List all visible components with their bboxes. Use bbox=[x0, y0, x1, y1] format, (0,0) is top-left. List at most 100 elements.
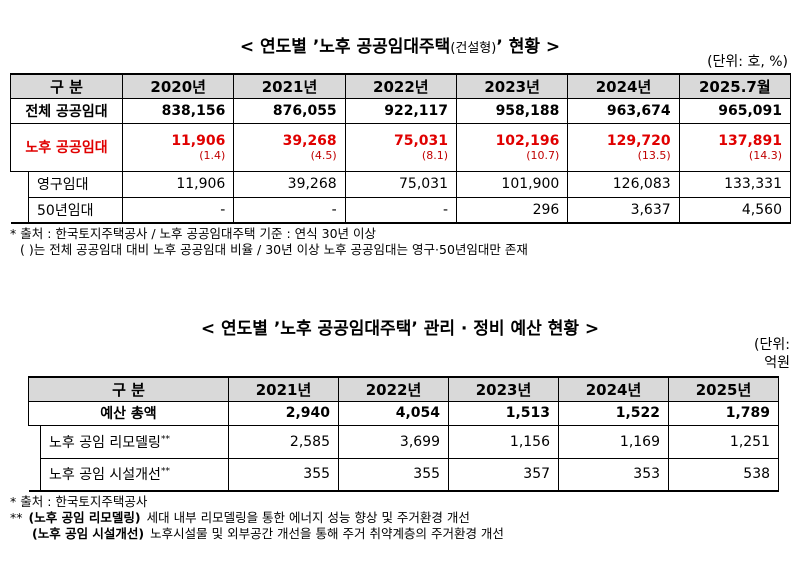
title-1: < 연도별 ’노후 공공임대주택(건설형)’ 현황 > bbox=[0, 32, 800, 57]
value: 1,156 bbox=[509, 433, 551, 450]
unit-line: (단위: bbox=[754, 337, 790, 353]
data-row: 예산 총액 2,940 4,054 1,513 1,522 1,789 bbox=[27, 400, 780, 426]
notes-1: * 출처 : 한국토지주택공사 / 노후 공공임대주택 기준 : 연식 30년 … bbox=[10, 226, 528, 258]
value-cell: 1,156 bbox=[448, 424, 560, 459]
header-row: 구 분 2020년 2021년 2022년 2023년 2024년 2025.7월 bbox=[9, 73, 791, 99]
title-part: (건설형) bbox=[450, 41, 497, 56]
ratio: (10.7) bbox=[526, 148, 560, 162]
data-row: 50년임대 - - - 296 3,637 4,560 bbox=[10, 196, 791, 224]
value-cell: 1,169 bbox=[558, 424, 670, 459]
note-text: 세대 내부 리모델링을 통한 에너지 성능 향상 및 주거환경 개선 bbox=[146, 510, 470, 525]
value: 3,637 bbox=[630, 201, 671, 218]
value: 838,156 bbox=[161, 102, 226, 119]
value-cell: 1,513 bbox=[448, 400, 560, 426]
value: 75,031 bbox=[399, 176, 448, 192]
ratio: (8.1) bbox=[421, 148, 448, 162]
value: 1,513 bbox=[505, 405, 551, 421]
value: 958,188 bbox=[495, 102, 560, 119]
value: 133,331 bbox=[724, 176, 782, 192]
value-cell: 296 bbox=[455, 196, 569, 224]
value: - bbox=[331, 201, 337, 218]
value: 355 bbox=[413, 466, 441, 483]
header-cell: 2025.7월 bbox=[678, 73, 791, 99]
value-cell: 126,083 bbox=[567, 170, 680, 198]
indent bbox=[10, 197, 29, 224]
value-cell: 1,789 bbox=[668, 400, 780, 426]
value-cell: 4,054 bbox=[338, 400, 450, 426]
note-bold: (노후 공임 리모델링) bbox=[28, 510, 141, 525]
value: 11,906 bbox=[176, 176, 226, 192]
value: - bbox=[220, 201, 226, 218]
header-cell: 2020년 bbox=[122, 73, 235, 99]
data-row: 영구임대 11,906 39,268 75,031 101,900 126,083 133,… bbox=[11, 170, 791, 198]
value-cell: 75,031 bbox=[344, 170, 458, 198]
header-cell: 구 분 bbox=[27, 376, 230, 402]
value-cell: 965,091 bbox=[678, 97, 791, 124]
value-cell: 876,055 bbox=[233, 97, 346, 124]
title-2: < 연도별 ’노후 공공임대주택’ 관리 · 정비 예산 현황 > bbox=[200, 319, 600, 339]
header-cell: 2022년 bbox=[344, 73, 458, 99]
value: 965,091 bbox=[718, 102, 782, 119]
value: 101,900 bbox=[501, 176, 560, 192]
label-mark: ** bbox=[160, 466, 170, 477]
value-cell: 355 bbox=[338, 457, 450, 492]
value-cell: - bbox=[233, 196, 346, 224]
table-1: 구 분 2020년 2021년 2022년 2023년 2024년 2025.7월 전체 공공… bbox=[9, 73, 791, 224]
value-cell: 922,117 bbox=[344, 97, 458, 124]
note-mark: ** bbox=[10, 510, 23, 525]
value: 355 bbox=[303, 466, 331, 483]
data-row: 노후 공임 시설개선** 355 355 357 353 538 bbox=[28, 457, 780, 492]
header-cell: 2024년 bbox=[567, 73, 680, 99]
value: 538 bbox=[743, 466, 771, 483]
label-text: 노후 공임 시설개선 bbox=[49, 467, 161, 484]
value-cell: 133,331 bbox=[678, 170, 791, 198]
value-cell: 2,940 bbox=[228, 400, 340, 426]
row-label: 전체 공공임대 bbox=[9, 97, 124, 124]
row-label: 50년임대 bbox=[27, 196, 124, 224]
ratio: (13.5) bbox=[637, 148, 671, 162]
indent bbox=[28, 458, 41, 492]
ratio: (1.4) bbox=[199, 148, 226, 162]
value-cell: 3,637 bbox=[567, 196, 680, 224]
unit-line: 억원 bbox=[764, 355, 790, 371]
value: 137,891 bbox=[718, 132, 782, 149]
value-cell: 101,900 bbox=[455, 170, 569, 198]
value: 39,268 bbox=[287, 176, 337, 192]
notes-2: * 출처 : 한국토지주택공사 ** (노후 공임 리모델링) 세대 내부 리모델링을… bbox=[10, 494, 504, 542]
label-mark: ** bbox=[160, 433, 170, 444]
unit-1: (단위: 호, %) bbox=[707, 54, 788, 70]
label-text: 영구임대 bbox=[37, 177, 89, 193]
data-row: 노후 공공임대 11,906 (1.4) 39,268 (4.5) 75,031 (8.1)… bbox=[9, 122, 791, 172]
value-cell: 963,674 bbox=[567, 97, 680, 124]
note: ** (노후 공임 리모델링) 세대 내부 리모델링을 통한 에너지 성능 향상 및… bbox=[10, 510, 504, 526]
value-cell: 75,031 (8.1) bbox=[344, 122, 458, 172]
value-cell: - bbox=[122, 196, 235, 224]
value: 11,906 bbox=[171, 132, 226, 149]
indent bbox=[11, 171, 29, 197]
value-cell: 102,196 (10.7) bbox=[455, 122, 569, 172]
note: * 출처 : 한국토지주택공사 bbox=[10, 494, 504, 510]
value-cell: 137,891 (14.3) bbox=[678, 122, 791, 172]
value-cell: 838,156 bbox=[122, 97, 235, 124]
value: 1,169 bbox=[619, 433, 661, 450]
value: 1,251 bbox=[729, 433, 771, 450]
header-cell: 2021년 bbox=[228, 376, 340, 402]
value-cell: 11,906 (1.4) bbox=[122, 122, 235, 172]
value: 876,055 bbox=[272, 102, 337, 119]
header-cell: 2024년 bbox=[558, 376, 670, 402]
value: 2,585 bbox=[289, 433, 331, 450]
ratio: (4.5) bbox=[310, 148, 337, 162]
header-cell: 2025년 bbox=[668, 376, 780, 402]
value: 4,054 bbox=[395, 405, 441, 421]
row-label: 노후 공임 리모델링** bbox=[39, 424, 230, 459]
value-cell: 39,268 bbox=[233, 170, 346, 198]
note: ( )는 전체 공공임대 대비 노후 공공임대 비율 / 30년 이상 노후 공… bbox=[20, 242, 528, 257]
indent bbox=[29, 425, 41, 458]
value-cell: 353 bbox=[558, 457, 670, 492]
label-text: 50년임대 bbox=[37, 202, 94, 219]
note-text: * 출처 : 한국토지주택공사 bbox=[10, 494, 148, 509]
data-row: 노후 공임 리모델링** 2,585 3,699 1,156 1,169 1,251 bbox=[29, 424, 780, 459]
value-cell: 11,906 bbox=[122, 170, 235, 198]
note: (노후 공임 시설개선) 노후시설물 및 외부공간 개선을 통해 주거 취약계층의… bbox=[10, 526, 504, 542]
